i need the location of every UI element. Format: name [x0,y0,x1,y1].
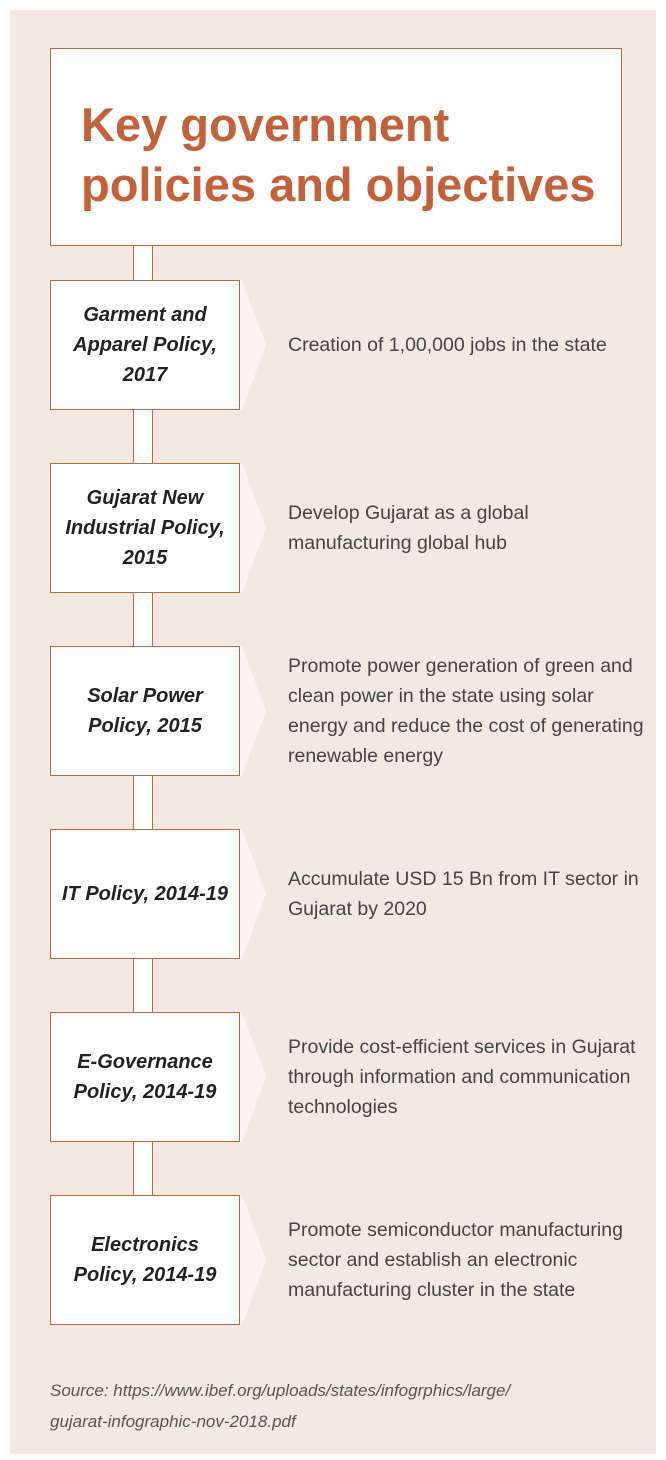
policy-box: E-Governance Policy, 2014-19 [50,1012,240,1142]
policy-name: IT Policy, 2014-19 [61,883,228,905]
policy-objective: Promote power generation of green and cl… [288,646,648,776]
policy-box: Gujarat New Industrial Policy, 2015 [50,463,240,593]
policy-box: IT Policy, 2014-19 [50,829,240,959]
objective-text: Develop Gujarat as a global manufacturin… [288,502,529,554]
connector [133,1142,153,1195]
chevron [240,1195,268,1325]
policy-box: Electronics Policy, 2014-19 [50,1195,240,1325]
chevron [240,829,268,959]
chevron-shape [240,463,266,593]
policy-box: Garment and Apparel Policy, 2017 [50,280,240,410]
chevron-shape [240,646,266,776]
connector [133,246,153,280]
policy-name: Gujarat New Industrial Policy, 2015 [65,487,225,569]
source-line: Source: https://www.ibef.org/uploads/sta… [50,1381,511,1400]
source: Source: https://www.ibef.org/uploads/sta… [50,1375,510,1437]
objective-text: Promote semiconductor manufacturing sect… [288,1219,623,1301]
policy-objective: Promote semiconductor manufacturing sect… [288,1195,648,1325]
chevron-shape [240,1195,266,1325]
title: Key government policies and objectives [81,98,596,211]
policy-objective: Accumulate USD 15 Bn from IT sector in G… [288,829,648,959]
policy-box: Solar Power Policy, 2015 [50,646,240,776]
chevron [240,280,268,410]
chevron [240,1012,268,1142]
connector [133,776,153,829]
chevron-shape [240,280,266,410]
chevron-shape [240,1012,266,1142]
objective-text: Promote power generation of green and cl… [288,655,644,767]
objective-text: Provide cost-efficient services in Gujar… [288,1036,636,1118]
policy-name: Solar Power Policy, 2015 [87,685,203,737]
policy-name: E-Governance Policy, 2014-19 [73,1051,217,1103]
chevron-shape [240,829,266,959]
objective-text: Accumulate USD 15 Bn from IT sector in G… [288,868,639,920]
objective-text: Creation of 1,00,000 jobs in the state [288,334,607,356]
source-line: gujarat-infographic-nov-2018.pdf [50,1412,296,1431]
connector [133,959,153,1012]
connector [133,593,153,646]
policy-name: Electronics Policy, 2014-19 [73,1234,217,1286]
policy-objective: Provide cost-efficient services in Gujar… [288,1012,648,1142]
chevron [240,646,268,776]
policy-name: Garment and Apparel Policy, 2017 [73,304,217,386]
chevron [240,463,268,593]
title-box: Key government policies and objectives [50,48,622,246]
policy-objective: Creation of 1,00,000 jobs in the state [288,280,648,410]
policy-objective: Develop Gujarat as a global manufacturin… [288,463,648,593]
connector [133,410,153,463]
